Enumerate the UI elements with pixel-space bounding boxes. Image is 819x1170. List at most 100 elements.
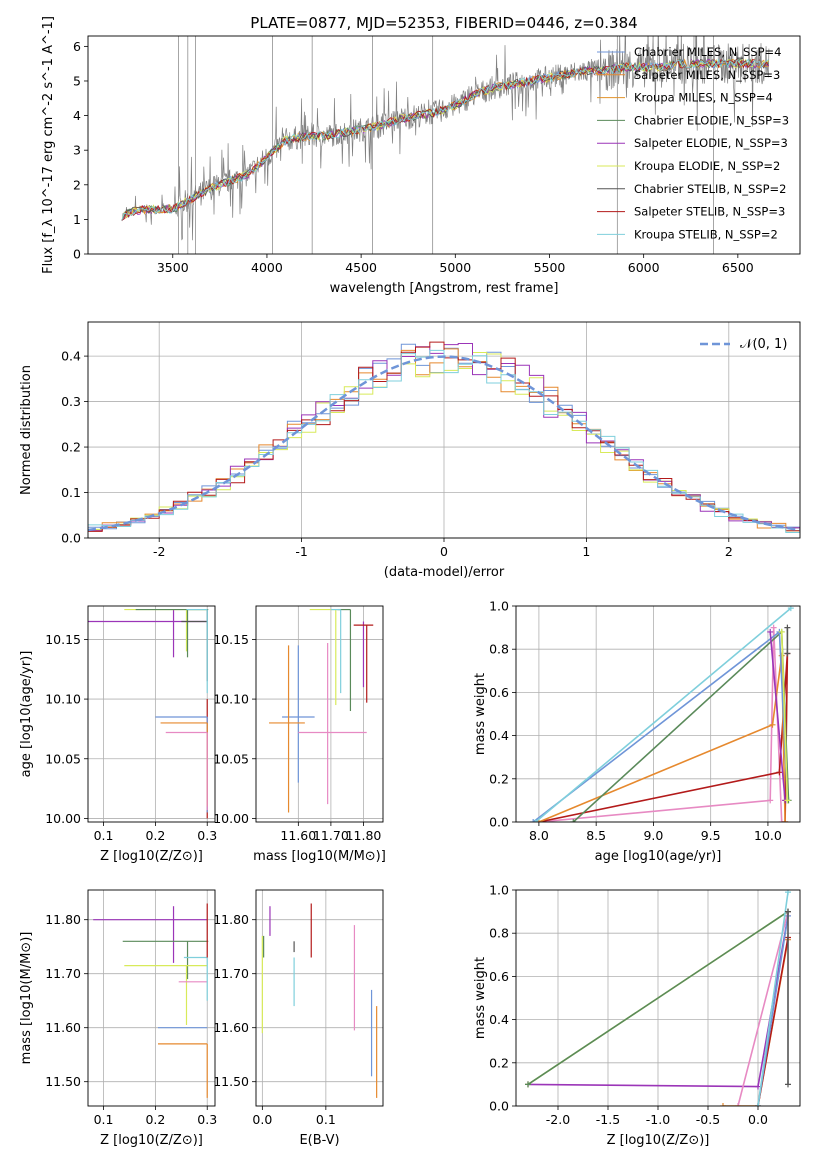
- x-tick-label: -1.0: [646, 1112, 670, 1127]
- model-series-line: [121, 58, 769, 221]
- weight-series-line: [737, 911, 789, 1106]
- mass_vs_z-panel: 0.1 0.2 0.3 11.50 11.60 11.70 11.80 Z [log10(Z/…: [19, 889, 217, 1148]
- y-tick-label: 0.8: [489, 642, 509, 657]
- y-tick-label: 10.00: [213, 811, 249, 826]
- weight-point-marker: [767, 628, 774, 635]
- model-series-line: [121, 58, 769, 221]
- weight-series-line: [757, 892, 789, 1106]
- legend-label: Chabrier MILES, N_SSP=4: [634, 45, 781, 59]
- x-tick-label: -2: [153, 544, 165, 559]
- axes-frame: [255, 889, 384, 1107]
- x-tick-label: 1: [582, 544, 590, 559]
- weight-series-line: [538, 653, 789, 822]
- weight-point-marker: [525, 1081, 531, 1088]
- weight-point-marker: [785, 1081, 791, 1088]
- mass_weight_vs_z-plot-area: [525, 890, 791, 1106]
- x-tick-label: 6000: [628, 260, 660, 275]
- weight-point-marker: [782, 819, 789, 822]
- y-tick-label: 11.50: [45, 1074, 81, 1089]
- y-tick-label: 0.6: [489, 969, 509, 984]
- axes-frame: [87, 889, 216, 1107]
- y-tick-label: 10.10: [45, 692, 81, 707]
- y-tick-label: 0.1: [61, 485, 81, 500]
- x-tick-label: -2.0: [546, 1112, 570, 1127]
- legend-label: Salpeter ELODIE, N_SSP=3: [634, 136, 788, 150]
- y-tick-label: 11.80: [45, 912, 81, 927]
- y-tick-label: 10.00: [45, 811, 81, 826]
- weight-point-marker: [769, 721, 776, 728]
- y-tick-label: 10.05: [213, 751, 249, 766]
- y-tick-label: 10.05: [45, 751, 81, 766]
- axes-frame: [255, 605, 384, 823]
- x-tick-label: 0.0: [748, 1112, 768, 1127]
- x-axis-label: Z [log10(Z/Z⊙)]: [100, 849, 203, 864]
- y-tick-label: 11.70: [45, 966, 81, 981]
- y-tick-label: 2: [73, 177, 81, 192]
- y-tick-label: 1: [73, 212, 81, 227]
- y-tick-label: 10.10: [213, 692, 249, 707]
- axes-frame: [87, 605, 216, 823]
- weight-point-marker: [770, 624, 777, 631]
- age_vs_z-panel: 0.1 0.2 0.3 10.00 10.05 10.10 10.15 Z [log10(Z/…: [19, 605, 217, 864]
- figure-title: PLATE=0877, MJD=52353, FIBERID=0446, z=0…: [250, 14, 637, 32]
- y-tick-label: 0.4: [489, 1012, 509, 1027]
- x-axis-label: age [log10(age/yr)]: [595, 849, 722, 864]
- residuals-panel: -2 -1 0 1 2 0.0 0.1 0.2 0.3 0.4 (data-model)/error…: [19, 321, 801, 580]
- y-tick-label: 1.0: [489, 883, 509, 898]
- x-tick-label: 3500: [157, 260, 189, 275]
- y-axis-label: mass weight: [473, 673, 488, 755]
- x-tick-label: 5500: [534, 260, 566, 275]
- y-axis-label: mass weight: [473, 957, 488, 1039]
- weight-series-line: [538, 655, 786, 822]
- y-tick-label: 10.15: [45, 632, 81, 647]
- y-tick-label: 4: [73, 108, 81, 123]
- weight-point-marker: [532, 819, 539, 822]
- weight-series-line: [534, 607, 792, 822]
- x-tick-label: 4000: [251, 260, 283, 275]
- legend-label: 𝒩(0, 1): [740, 337, 787, 352]
- weight-series-line: [769, 631, 786, 801]
- y-axis-label: Flux [f_λ 10^-17 erg cm^-2 s^-1 A^-1]: [41, 16, 56, 274]
- y-tick-label: 0.8: [489, 926, 509, 941]
- legend-label: Kroupa MILES, N_SSP=4: [634, 91, 773, 105]
- x-tick-label: -1.5: [596, 1112, 620, 1127]
- mass_vs_ebv-panel: 0.0 0.1 11.50 11.60 11.70 11.80 E(B-V): [213, 889, 384, 1148]
- x-axis-label: wavelength [Angstrom, rest frame]: [330, 281, 559, 296]
- x-tick-label: -1: [295, 544, 307, 559]
- x-tick-label: 8.0: [529, 828, 549, 843]
- weight-point-marker: [767, 797, 774, 804]
- weight-point-marker: [784, 650, 791, 657]
- weight-series-line: [780, 631, 789, 801]
- y-tick-label: 0: [73, 247, 81, 262]
- y-tick-label: 0.0: [489, 1099, 509, 1114]
- y-tick-label: 0.4: [489, 728, 509, 743]
- x-axis-label: Z [log10(Z/Z⊙)]: [607, 1133, 710, 1148]
- y-tick-label: 11.60: [45, 1020, 81, 1035]
- x-tick-label: 10.0: [754, 828, 782, 843]
- x-tick-label: 0.2: [145, 828, 165, 843]
- y-tick-label: 6: [73, 39, 81, 54]
- y-tick-label: 0.2: [61, 440, 81, 455]
- y-tick-label: 11.60: [213, 1020, 249, 1035]
- mass_vs_ebv-plot-area: [261, 903, 378, 1098]
- age_vs_mass-plot-area: [269, 608, 374, 813]
- weight-point-marker: [785, 908, 791, 915]
- legend: 𝒩(0, 1): [700, 337, 787, 352]
- x-tick-label: 2: [725, 544, 733, 559]
- x-tick-label: -0.5: [696, 1112, 720, 1127]
- x-axis-label: E(B-V): [299, 1133, 339, 1148]
- x-tick-label: 11.80: [346, 828, 382, 843]
- y-tick-label: 0.0: [489, 815, 509, 830]
- legend-label: Salpeter MILES, N_SSP=3: [634, 68, 780, 82]
- y-tick-label: 11.70: [213, 966, 249, 981]
- y-tick-label: 11.80: [213, 912, 249, 927]
- mass_vs_z-plot-area: [93, 903, 209, 1098]
- normal-curve: [88, 355, 800, 532]
- x-axis-label: mass [log10(M/M⊙)]: [253, 849, 386, 864]
- weight-point-marker: [720, 1103, 726, 1106]
- y-tick-label: 1.0: [489, 599, 509, 614]
- weight-series-line: [527, 910, 789, 1086]
- y-tick-label: 0.0: [61, 531, 81, 546]
